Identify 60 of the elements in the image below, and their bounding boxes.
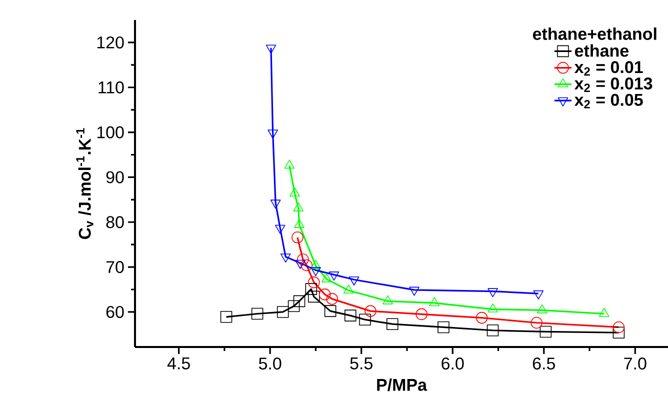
point [324, 305, 336, 317]
x-tick-label: 6.5 [532, 358, 555, 370]
point [438, 321, 450, 334]
point [488, 288, 498, 298]
point [476, 312, 488, 324]
point [305, 283, 318, 295]
point [220, 311, 232, 323]
point [276, 306, 289, 318]
y-tick-label: 120 [97, 36, 124, 48]
y-tick-label: 90 [106, 171, 124, 184]
y-tick-label: 80 [106, 216, 124, 228]
point [288, 300, 300, 312]
point [268, 130, 278, 139]
y-tick-label: 100 [97, 126, 124, 138]
point [308, 276, 320, 288]
point [251, 308, 264, 320]
x-tick-label: 5.0 [258, 358, 282, 370]
point [348, 276, 360, 286]
y-axis-title: C$_{v}$ /J.mol$^{-1}$.K$^{-1}$ [76, 128, 94, 240]
legend-label: ethane [574, 44, 629, 57]
point [270, 200, 281, 209]
legend-title: ethane+ethanol [532, 27, 656, 40]
point [429, 297, 440, 306]
y-tick-label: 60 [106, 306, 124, 318]
point [274, 224, 286, 234]
x-axis-title: P/MPa [377, 378, 428, 392]
point [295, 260, 306, 269]
point [344, 310, 356, 322]
point [612, 321, 625, 334]
x-tick-label: 4.5 [167, 358, 190, 370]
point [416, 308, 428, 320]
point [308, 290, 320, 303]
legend-label: x$_{2}$ = 0.05 [574, 94, 643, 108]
x-tick-label: 5.5 [350, 358, 372, 370]
y-tick-label: 70 [106, 261, 124, 274]
legend-label: x$_{2}$ = 0.01 [574, 61, 643, 76]
point [292, 232, 304, 244]
point [297, 254, 309, 266]
point [540, 326, 552, 338]
point [530, 316, 542, 329]
point [266, 44, 276, 54]
point [318, 288, 331, 300]
point [293, 295, 306, 308]
point [364, 305, 376, 317]
point [343, 284, 354, 294]
point [280, 254, 291, 263]
point [533, 290, 544, 300]
point [310, 267, 321, 276]
point [386, 318, 398, 330]
point [359, 314, 371, 326]
y-tick-label: 110 [98, 81, 124, 94]
point [612, 326, 625, 339]
legend-label: x$_{2}$ = 0.013 [574, 77, 652, 92]
point [326, 293, 338, 305]
point [300, 259, 312, 272]
point [328, 272, 340, 281]
x-tick-label: 6.0 [442, 358, 464, 370]
point [486, 324, 499, 336]
x-tick-label: 7.0 [624, 358, 646, 370]
point [409, 286, 420, 296]
